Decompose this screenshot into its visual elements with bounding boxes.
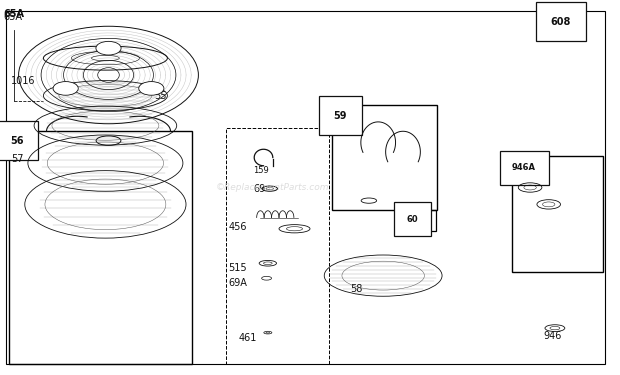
Text: 59: 59 [334, 111, 347, 121]
Bar [9, 131, 192, 364]
Bar [512, 156, 603, 272]
Text: 65A: 65A [3, 12, 22, 22]
Text: 58: 58 [350, 285, 363, 294]
Text: 515: 515 [228, 263, 247, 273]
Text: 461: 461 [239, 333, 257, 343]
Text: 55: 55 [154, 91, 166, 101]
Text: 456: 456 [228, 222, 247, 232]
Bar [332, 105, 437, 210]
Text: 946A: 946A [512, 163, 536, 172]
Text: 159: 159 [253, 166, 268, 175]
Text: 56: 56 [10, 136, 24, 146]
Ellipse shape [53, 82, 78, 95]
Text: 57: 57 [11, 154, 24, 164]
Text: 1016: 1016 [11, 76, 36, 86]
Text: 69A: 69A [228, 278, 247, 288]
Text: 60: 60 [407, 214, 419, 223]
Text: 946: 946 [543, 331, 562, 340]
Bar [226, 128, 329, 364]
Text: ©ReplacementParts.com: ©ReplacementParts.com [216, 183, 330, 192]
Text: 65A: 65A [3, 9, 24, 19]
Text: 608: 608 [551, 17, 571, 27]
Text: 69: 69 [253, 184, 265, 194]
Ellipse shape [96, 41, 121, 55]
Bar [406, 210, 436, 231]
Ellipse shape [139, 82, 164, 95]
